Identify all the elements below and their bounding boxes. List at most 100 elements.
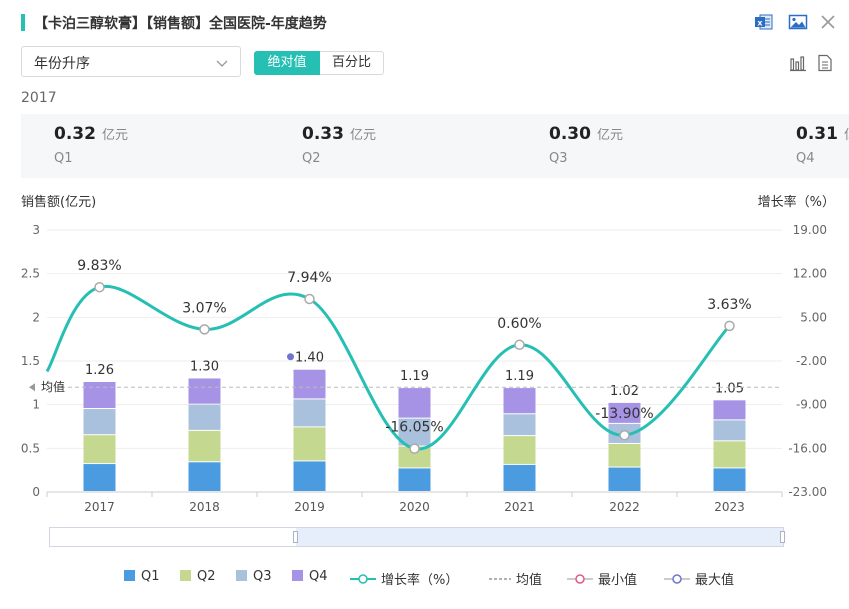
legend-label: Q1 bbox=[141, 569, 160, 584]
x-tick-label: 2017 bbox=[84, 500, 115, 514]
growth-label: 7.94% bbox=[287, 270, 331, 286]
legend-growth-line-icon bbox=[350, 574, 376, 584]
x-tick-label: 2022 bbox=[609, 500, 640, 514]
growth-point bbox=[94, 281, 105, 293]
x-tick-label: 2018 bbox=[189, 500, 220, 514]
bar-q4 bbox=[398, 388, 431, 418]
legend-item-min[interactable]: 最小值 bbox=[567, 569, 637, 588]
growth-label: 3.63% bbox=[707, 297, 751, 313]
chart-title: 【卡泊三醇软膏】【销售额】全国医院-年度趋势 bbox=[34, 16, 327, 32]
y2-tick-label: -23.00 bbox=[788, 485, 827, 499]
legend-swatch bbox=[180, 570, 191, 581]
legend-swatch bbox=[124, 570, 135, 581]
bar-q3 bbox=[503, 414, 536, 436]
bar-q3 bbox=[293, 399, 326, 427]
sort-select[interactable]: 年份升序 bbox=[21, 46, 241, 77]
legend-item-growth[interactable]: 增长率（%） bbox=[350, 569, 458, 588]
card-value: 0.32 bbox=[54, 124, 96, 144]
bar-q3 bbox=[83, 409, 116, 435]
range-slider-selection[interactable] bbox=[296, 528, 783, 546]
card-quarter: Q2 bbox=[302, 151, 321, 166]
bar-q2 bbox=[503, 436, 536, 464]
bar-q2 bbox=[713, 441, 746, 468]
range-slider-left-handle[interactable] bbox=[293, 531, 298, 543]
bar-chart-icon[interactable] bbox=[789, 54, 807, 72]
table-view-icon[interactable] bbox=[816, 54, 834, 72]
legend-item-q2[interactable]: Q2 bbox=[180, 569, 216, 584]
y-tick-label: 1.5 bbox=[21, 354, 40, 368]
bar-total-label: 1.19 bbox=[400, 369, 429, 384]
title-accent-bar bbox=[21, 14, 25, 31]
y-tick-label: 3 bbox=[32, 223, 40, 237]
excel-export-icon[interactable]: x bbox=[754, 12, 774, 32]
average-label: 均值 bbox=[41, 379, 65, 394]
growth-point bbox=[409, 443, 420, 454]
legend-item-max[interactable]: 最大值 bbox=[664, 569, 734, 588]
max-marker bbox=[287, 353, 294, 361]
growth-label: 9.83% bbox=[77, 258, 121, 274]
legend-label: 增长率（%） bbox=[381, 573, 459, 588]
y-tick-label: 2.5 bbox=[21, 267, 40, 281]
y-tick-label: 0.5 bbox=[21, 441, 40, 455]
card-unit: 亿元 bbox=[844, 128, 849, 143]
bar-q2 bbox=[608, 443, 641, 467]
range-slider-right-handle[interactable] bbox=[780, 531, 785, 543]
bar-total-label: 1.05 bbox=[715, 381, 744, 396]
mode-percent-button[interactable]: 百分比 bbox=[320, 51, 384, 75]
growth-label: -16.05% bbox=[385, 420, 443, 436]
close-icon[interactable] bbox=[818, 12, 838, 32]
y-tick-label: 1 bbox=[32, 398, 40, 412]
bar-total-label: 1.30 bbox=[190, 359, 219, 374]
bar-q4 bbox=[608, 402, 641, 423]
growth-label: 3.07% bbox=[182, 300, 226, 316]
legend-item-average[interactable]: 均值 bbox=[489, 569, 542, 588]
y2-tick-label: 5.00 bbox=[800, 310, 827, 324]
bar-q3 bbox=[398, 418, 431, 446]
bar-q4 bbox=[188, 378, 221, 404]
legend-item-q4[interactable]: Q4 bbox=[292, 569, 328, 584]
bar-q2 bbox=[83, 435, 116, 464]
card-value: 0.31 bbox=[796, 124, 838, 144]
bar-q3 bbox=[713, 420, 746, 441]
bar-q3 bbox=[188, 404, 221, 430]
bar-q1 bbox=[713, 468, 746, 491]
growth-point bbox=[724, 320, 735, 332]
image-export-icon[interactable] bbox=[788, 12, 808, 32]
growth-point bbox=[304, 293, 315, 305]
legend-item-q3[interactable]: Q3 bbox=[236, 569, 272, 584]
growth-point bbox=[514, 339, 525, 351]
y2-tick-label: 12.00 bbox=[793, 267, 827, 281]
legend-label: 均值 bbox=[516, 573, 543, 588]
legend-item-q1[interactable]: Q1 bbox=[124, 569, 160, 584]
quarter-summary-cards: 0.32 亿元 Q1 0.33 亿元 Q2 0.30 亿元 Q3 0.31 亿元 Q4 bbox=[21, 114, 849, 178]
card-value: 0.30 bbox=[549, 124, 591, 144]
legend-average-dash-icon bbox=[489, 578, 511, 580]
y-tick-label: 2 bbox=[32, 310, 40, 324]
card-unit: 亿元 bbox=[349, 128, 376, 143]
card-unit: 亿元 bbox=[101, 128, 128, 143]
growth-point bbox=[199, 324, 210, 335]
bar-q1 bbox=[188, 462, 221, 491]
bar-total-label: 1.40 bbox=[295, 351, 324, 366]
legend-label: Q4 bbox=[309, 569, 328, 584]
range-slider[interactable] bbox=[49, 527, 785, 547]
bar-q2 bbox=[188, 430, 221, 462]
bar-q2 bbox=[398, 446, 431, 468]
y-tick-label: 0 bbox=[32, 485, 40, 499]
mode-absolute-button[interactable]: 绝对值 bbox=[254, 51, 320, 75]
bar-q4 bbox=[293, 369, 326, 399]
x-tick-label: 2020 bbox=[399, 500, 430, 514]
legend-label: 最大值 bbox=[695, 573, 735, 588]
bar-q1 bbox=[503, 464, 536, 491]
bar-q4 bbox=[83, 381, 116, 409]
svg-text:x: x bbox=[757, 19, 763, 28]
x-tick-label: 2021 bbox=[504, 500, 535, 514]
chevron-down-icon bbox=[216, 56, 228, 72]
legend-label: Q2 bbox=[197, 569, 216, 584]
bar-q1 bbox=[293, 461, 326, 491]
x-tick-label: 2019 bbox=[294, 500, 325, 514]
sort-select-value: 年份升序 bbox=[34, 56, 90, 72]
card-value: 0.33 bbox=[302, 124, 344, 144]
y2-tick-label: 19.00 bbox=[793, 223, 827, 237]
y2-tick-label: -2.00 bbox=[796, 354, 827, 368]
